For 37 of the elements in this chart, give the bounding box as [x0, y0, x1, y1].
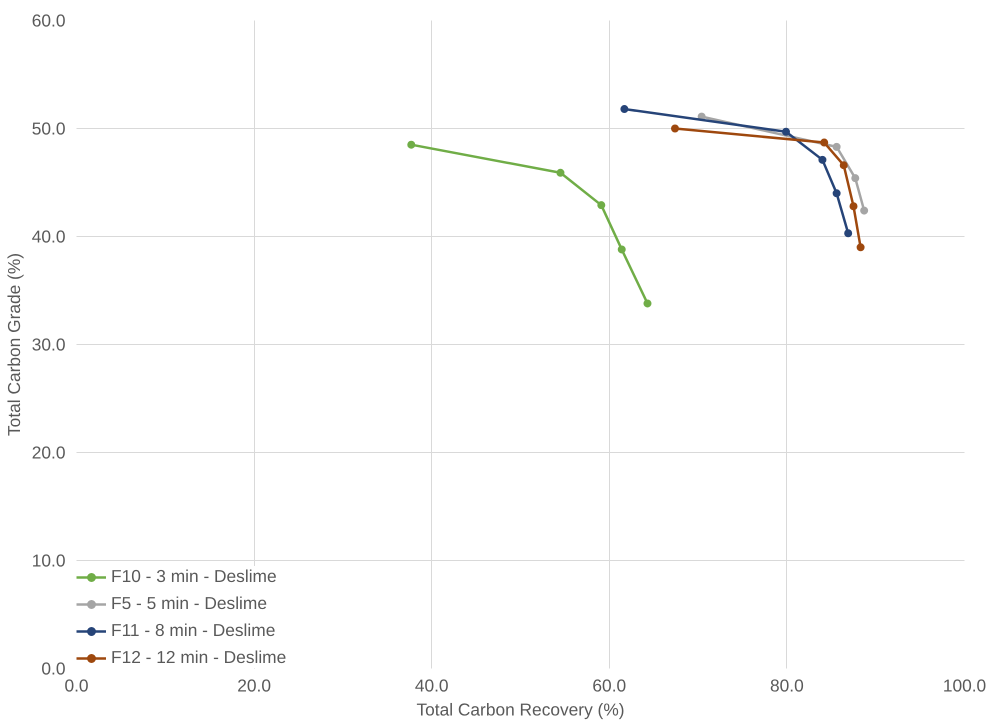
point — [856, 243, 865, 252]
legend-label: F11 - 8 min - Deslime — [111, 620, 276, 641]
x-tick-label: 0.0 — [64, 676, 89, 696]
point — [643, 299, 652, 308]
legend-label: F10 - 3 min - Deslime — [111, 566, 277, 587]
point — [832, 189, 841, 198]
legend-label: F12 - 12 min - Deslime — [111, 647, 286, 668]
y-tick-label: 30.0 — [32, 334, 66, 354]
point — [832, 142, 841, 151]
x-axis-title: Total Carbon Recovery (%) — [416, 700, 625, 720]
x-tick-label: 60.0 — [592, 676, 626, 696]
point — [597, 201, 606, 210]
point — [407, 140, 416, 149]
point — [860, 206, 868, 215]
point — [556, 168, 564, 177]
x-tick-label: 80.0 — [770, 676, 804, 696]
point — [818, 156, 826, 164]
point — [844, 229, 852, 238]
point — [782, 128, 790, 136]
point — [618, 245, 626, 254]
y-tick-label: 10.0 — [32, 550, 66, 570]
x-tick-label: 100.0 — [942, 676, 986, 696]
x-tick-label: 20.0 — [237, 676, 271, 696]
point — [851, 174, 860, 182]
y-tick-label: 20.0 — [32, 442, 66, 462]
y-tick-label: 50.0 — [32, 118, 66, 138]
point — [620, 105, 628, 114]
point — [850, 202, 858, 210]
y-tick-label: 60.0 — [32, 10, 66, 30]
x-tick-label: 40.0 — [414, 676, 449, 696]
y-tick-label: 40.0 — [32, 226, 66, 246]
y-axis-title: Total Carbon Grade (%) — [4, 252, 24, 436]
point — [840, 161, 848, 170]
legend-label: F5 - 5 min - Deslime — [111, 593, 267, 614]
y-tick-label: 0.0 — [41, 658, 66, 678]
point — [671, 124, 680, 132]
point — [820, 138, 828, 147]
